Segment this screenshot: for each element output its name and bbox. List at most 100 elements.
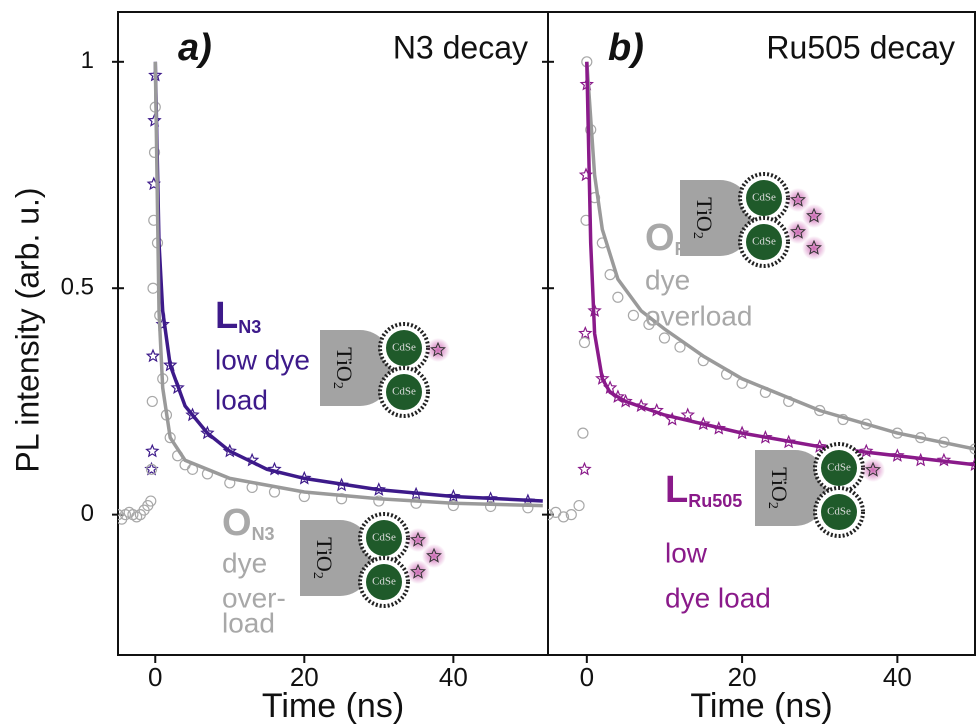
cdse-core	[746, 180, 782, 216]
circle-point	[148, 146, 161, 158]
fit-line	[585, 61, 975, 451]
tio2-substrate	[320, 330, 394, 406]
circle-point	[643, 318, 655, 331]
dye-glow	[861, 458, 885, 482]
cdse-core	[821, 494, 857, 530]
x-tick-label: 40	[439, 662, 468, 692]
dye-glow	[802, 204, 826, 228]
star-point	[578, 325, 593, 340]
x-axis-label: Time (ns)	[262, 687, 404, 725]
dye-glow	[802, 236, 826, 260]
particle-label: CdSe	[392, 342, 416, 354]
substrate-label: TiO2	[310, 537, 337, 579]
cdse-core	[366, 564, 402, 600]
cdse-core	[746, 224, 782, 260]
circle-point	[123, 506, 135, 518]
star-point	[145, 443, 160, 458]
panel-label: b)	[608, 27, 644, 69]
dye-glow	[426, 338, 450, 362]
substrate-label: TiO2	[690, 197, 717, 239]
dye-molecule	[410, 563, 426, 579]
dye-molecule	[426, 547, 442, 563]
annotation-line: dye	[222, 547, 267, 578]
particle-label: CdSe	[392, 386, 416, 398]
y-tick-label: 0	[81, 500, 94, 527]
substrate-label: TiO2	[330, 347, 357, 389]
substrate-label: TiO2	[765, 467, 792, 509]
fit-line	[153, 61, 543, 508]
annotation-label: LN3	[215, 295, 261, 337]
circle-point	[522, 502, 534, 514]
x-tick-label: 20	[290, 662, 319, 692]
annotation-label: ON3	[222, 502, 275, 544]
annotation-subscript: N3	[238, 317, 261, 337]
annotation-letter: L	[665, 469, 688, 511]
dye-glow	[786, 188, 810, 212]
particle-label: CdSe	[372, 532, 396, 544]
star-point	[577, 461, 592, 476]
circle-point	[557, 511, 570, 523]
dye-glow	[406, 560, 430, 584]
circle-point	[485, 500, 497, 513]
dye-molecule	[865, 461, 881, 477]
panel-title: N3 decay	[393, 29, 528, 65]
annotation-letter: O	[222, 502, 252, 544]
x-axis-label: Time (ns)	[690, 687, 832, 725]
annotation-subscript: Ru505	[688, 491, 742, 511]
annotation-line: low	[665, 537, 708, 568]
circle-point	[147, 282, 159, 294]
plot-frame	[547, 11, 976, 656]
y-axis-label: PL intensity (arb. u.)	[9, 187, 45, 472]
annotation-letter: O	[645, 217, 675, 259]
plot-area	[118, 61, 543, 525]
substrate-text: TiO	[312, 537, 337, 572]
particle-label: CdSe	[752, 236, 776, 248]
particle-label: CdSe	[827, 506, 851, 518]
substrate-subscript: 2	[690, 232, 705, 239]
x-tick-label: 0	[580, 662, 594, 692]
circle-point	[627, 309, 640, 321]
annotation-letter: L	[215, 295, 238, 337]
particle-label: CdSe	[827, 462, 851, 474]
tio2-substrate	[300, 520, 374, 596]
star-point	[680, 407, 696, 422]
y-tick-label: 1	[81, 47, 94, 74]
dye-molecule	[430, 341, 446, 357]
substrate-text: TiO	[332, 347, 357, 382]
circle-point	[410, 497, 422, 509]
circle-point	[658, 332, 671, 344]
star-point	[145, 348, 161, 363]
circle-point	[146, 395, 158, 408]
circle-point	[573, 499, 585, 512]
x-tick-label: 40	[883, 662, 912, 692]
circle-point	[548, 509, 554, 521]
dye-molecule	[806, 239, 822, 255]
annotation-subscript: N3	[252, 524, 275, 544]
annotation-line: load	[222, 607, 275, 638]
annotation-label: LRu505	[665, 469, 742, 511]
substrate-subscript: 2	[330, 382, 345, 389]
circle-point	[565, 509, 577, 521]
circle-point	[145, 463, 158, 475]
substrate-text: TiO	[692, 197, 717, 232]
annotation-line: over-	[222, 582, 286, 613]
dye-glow	[422, 544, 446, 568]
star-point	[936, 452, 952, 467]
schematic: TiO2 CdSe CdSe	[755, 442, 885, 538]
schematic: TiO2 CdSe CdSe	[680, 172, 826, 268]
schematic: TiO2 CdSe CdSe	[320, 322, 450, 418]
particle-label: CdSe	[752, 192, 776, 204]
cdse-core	[821, 450, 857, 486]
circle-point	[674, 341, 686, 353]
x-tick-label: 20	[728, 662, 757, 692]
particle-label: CdSe	[372, 576, 396, 588]
annotation-line: low dye	[215, 344, 310, 375]
y-tick-label: 0.5	[61, 274, 94, 301]
circle-point	[373, 495, 385, 507]
annotation-line: load	[215, 384, 268, 415]
panel-label: a)	[178, 27, 212, 69]
schematic: TiO2 CdSe CdSe	[300, 512, 446, 608]
circle-point	[612, 291, 624, 303]
substrate-text: TiO	[767, 467, 792, 502]
